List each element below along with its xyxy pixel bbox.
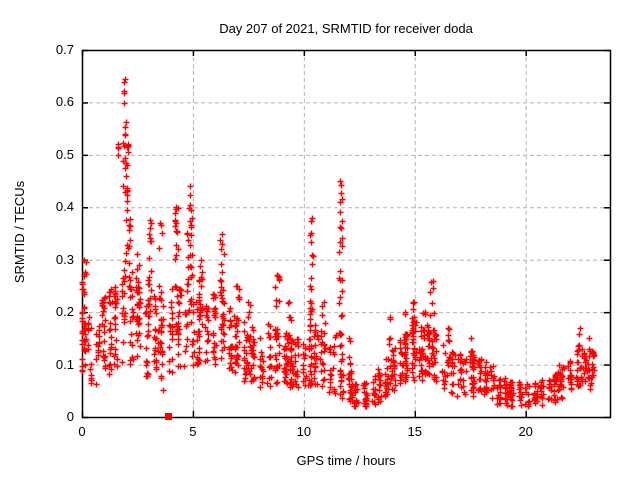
x-tick-label: 0 — [78, 424, 86, 439]
y-tick-label: 0.6 — [55, 94, 74, 110]
x-tick-label: 15 — [407, 424, 422, 439]
plot-border — [81, 49, 612, 419]
y-tick-label: 0.5 — [55, 146, 74, 162]
chart-title: Day 207 of 2021, SRMTID for receiver dod… — [219, 21, 473, 36]
y-tick-label: 0.7 — [55, 42, 74, 57]
grid-lines — [82, 50, 610, 417]
y-tick-label: 0.2 — [55, 304, 74, 320]
y-tick-label: 0.3 — [55, 251, 74, 267]
data-points-series — [79, 76, 598, 410]
x-tick-label: 5 — [189, 424, 197, 439]
y-tick-label: 0 — [66, 409, 74, 424]
square-data-point — [165, 413, 172, 420]
x-tick-label: 20 — [518, 424, 533, 439]
y-tick-label: 0.4 — [55, 199, 74, 215]
y-tick-label: 0.1 — [55, 356, 74, 372]
x-axis-label: GPS time / hours — [296, 453, 396, 468]
x-tick-label: 10 — [296, 424, 312, 439]
y-axis-label: SRMTID / TECUs — [12, 180, 27, 284]
